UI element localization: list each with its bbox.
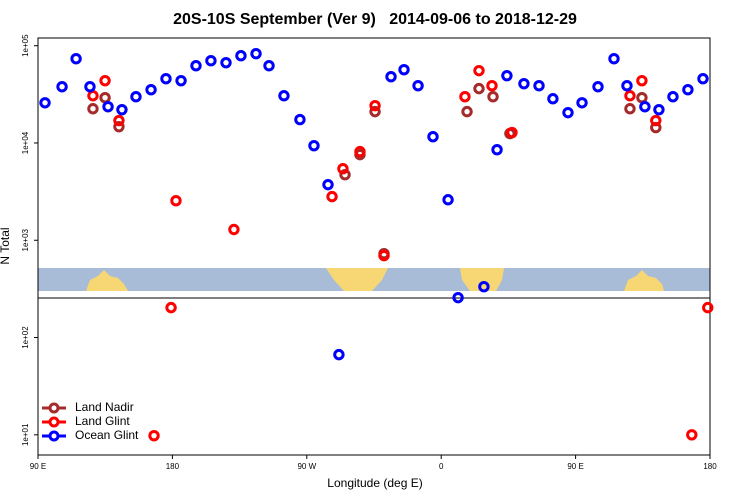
point [491,143,503,156]
legend-marker [48,402,60,414]
x-tick-label: 90 W [297,462,316,471]
point [228,223,240,236]
point [518,77,530,90]
point [686,429,698,441]
point [165,301,177,314]
point [87,103,99,115]
point [592,80,604,93]
point [501,69,513,82]
point [461,105,473,118]
point [369,105,381,118]
y-tick-label: 1e+04 [21,131,30,154]
point [39,97,51,109]
point [278,90,290,102]
point [337,162,349,175]
plot-frame [37,37,711,456]
y-tick-label: 1e+05 [21,34,30,57]
point [398,63,410,76]
point [473,82,485,95]
y-tick-label: 1e+03 [21,228,30,251]
point [427,131,439,143]
point [624,90,636,102]
point [442,194,454,206]
point [145,83,157,96]
point [235,50,247,62]
point [250,47,262,60]
point [369,99,381,112]
legend-label: Ocean Glint [75,428,139,442]
point [70,53,82,65]
x-tick-label: 90 E [567,462,583,471]
point [102,101,114,113]
point [56,80,68,93]
y-tick-label: 1e+01 [21,423,30,446]
map-band [38,268,710,291]
point [547,93,559,105]
legend-label: Land Glint [75,414,130,428]
x-tick-label: 180 [703,462,717,471]
point [190,59,202,72]
x-tick-label: 180 [166,462,180,471]
x-tick-label: 0 [439,462,444,471]
point [220,56,232,69]
point [294,113,306,126]
point [326,190,338,203]
y-tick-label: 1e+02 [21,326,30,349]
point [99,74,111,87]
point [113,114,125,127]
point [487,91,499,103]
point [339,168,351,181]
point [478,281,490,293]
point [87,90,99,102]
point [653,103,665,116]
x-tick-label: 90 E [30,462,46,471]
point [148,429,160,442]
point [160,72,172,85]
point [650,114,662,127]
point [378,249,390,262]
point [576,97,588,109]
point [170,195,182,207]
y-axis-label: N Total [0,227,12,264]
point [473,64,485,77]
point [636,92,648,104]
point [333,348,345,361]
point [459,91,471,103]
point [452,291,464,304]
legend-label: Land Nadir [75,400,134,414]
legend-marker [48,416,60,428]
point [354,145,366,158]
point [322,178,334,191]
point [639,101,651,113]
x-axis-label: Longitude (deg E) [327,476,422,490]
point [412,79,424,92]
point [667,91,679,103]
point [697,72,709,85]
point [175,74,187,87]
point [99,92,111,104]
point [624,103,636,115]
point [84,80,96,93]
point [636,74,648,87]
point [682,83,694,96]
chart-title: 20S-10S September (Ver 9) 2014-09-06 to … [173,11,577,28]
point [562,106,574,119]
point [608,53,620,65]
point [621,79,633,92]
point [486,79,498,92]
point [308,139,320,152]
legend-marker [48,430,60,442]
point [385,71,397,83]
point [533,79,545,92]
point [506,126,518,139]
point [130,91,142,103]
point [113,121,125,133]
point [702,301,714,314]
point [116,103,128,116]
point [263,59,275,72]
point [205,55,217,67]
